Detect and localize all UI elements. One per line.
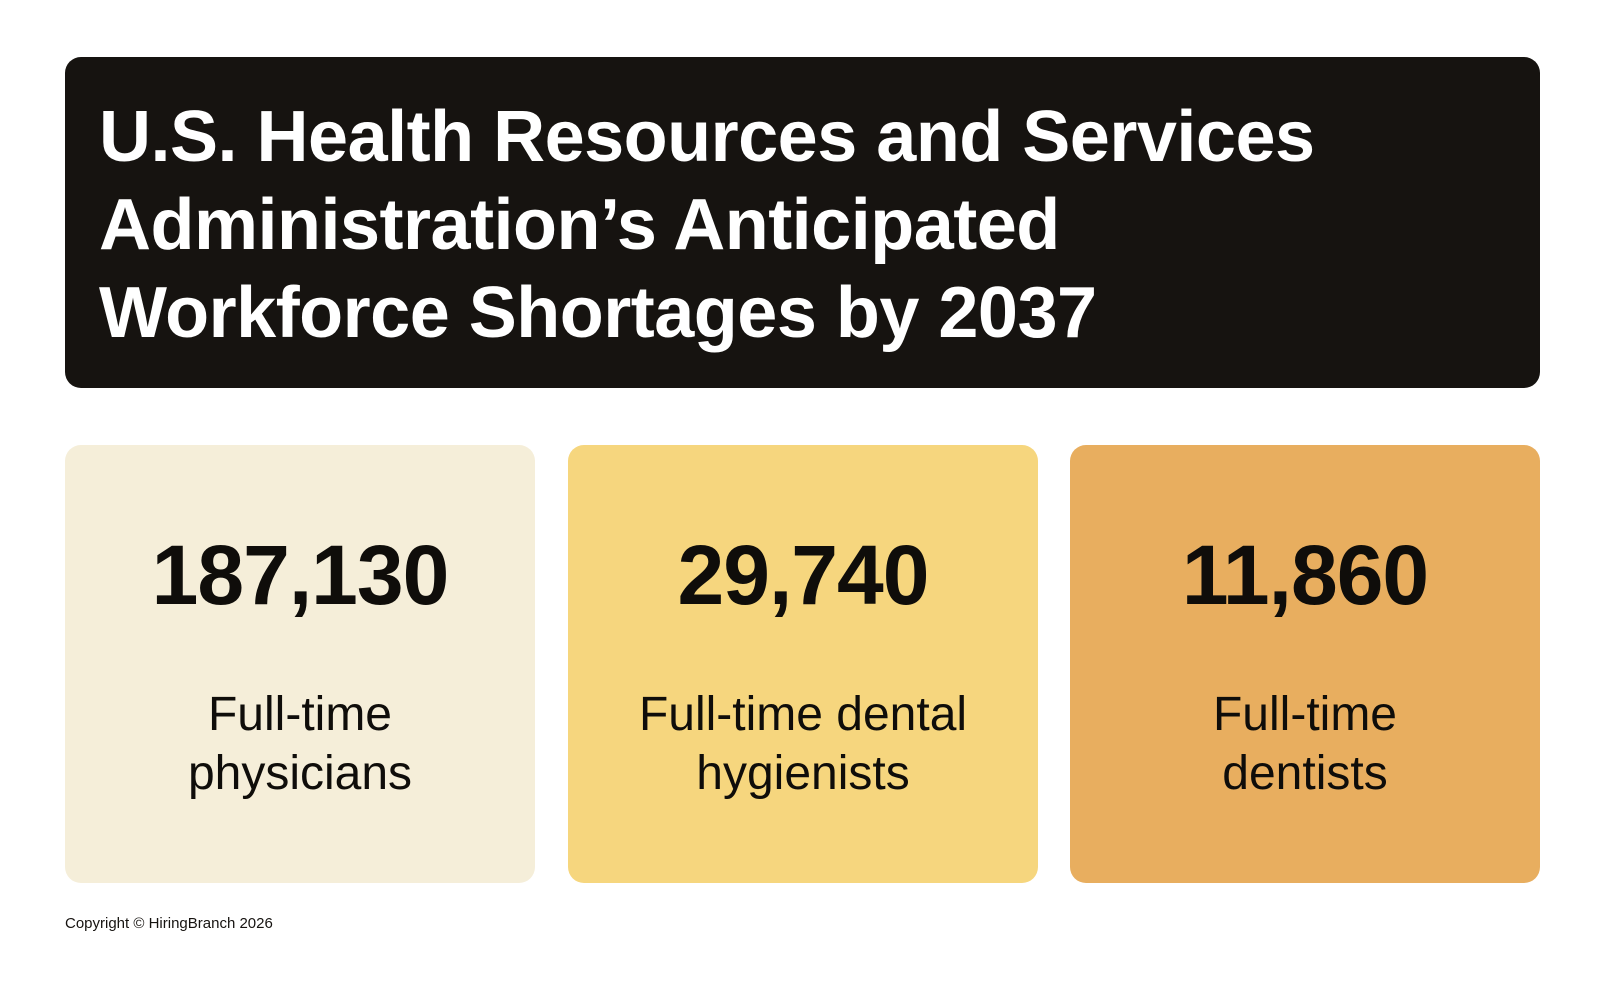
stat-label-line: dentists	[1222, 747, 1388, 800]
stat-value: 29,740	[677, 528, 930, 622]
stat-label-line: Full-time dental	[638, 688, 968, 741]
stat-label: Full-time dentists	[1090, 685, 1520, 803]
title-line-2: Administration’s Anticipated	[99, 185, 1060, 265]
title-line-1: U.S. Health Resources and Services	[99, 97, 1315, 177]
stat-label-line: Full-time	[1212, 688, 1397, 741]
copyright-footer: Copyright © HiringBranch 2026	[65, 915, 273, 932]
title-panel: U.S. Health Resources and Services Admin…	[65, 57, 1540, 388]
stat-label: Full-time physicians	[85, 685, 515, 803]
stat-card-dentists: 11,860 Full-time dentists	[1070, 445, 1540, 883]
stat-value: 11,860	[1181, 528, 1429, 622]
stat-label-line: physicians	[187, 747, 413, 800]
stat-value: 187,130	[151, 528, 450, 622]
stat-card-dental-hygienists: 29,740 Full-time dental hygienists	[568, 445, 1038, 883]
title-line-3: Workforce Shortages by 2037	[99, 273, 1097, 353]
stat-label-line: hygienists	[696, 747, 910, 800]
stat-label: Full-time dental hygienists	[588, 685, 1018, 803]
stat-card-physicians: 187,130 Full-time physicians	[65, 445, 535, 883]
stat-label-line: Full-time	[207, 688, 392, 741]
